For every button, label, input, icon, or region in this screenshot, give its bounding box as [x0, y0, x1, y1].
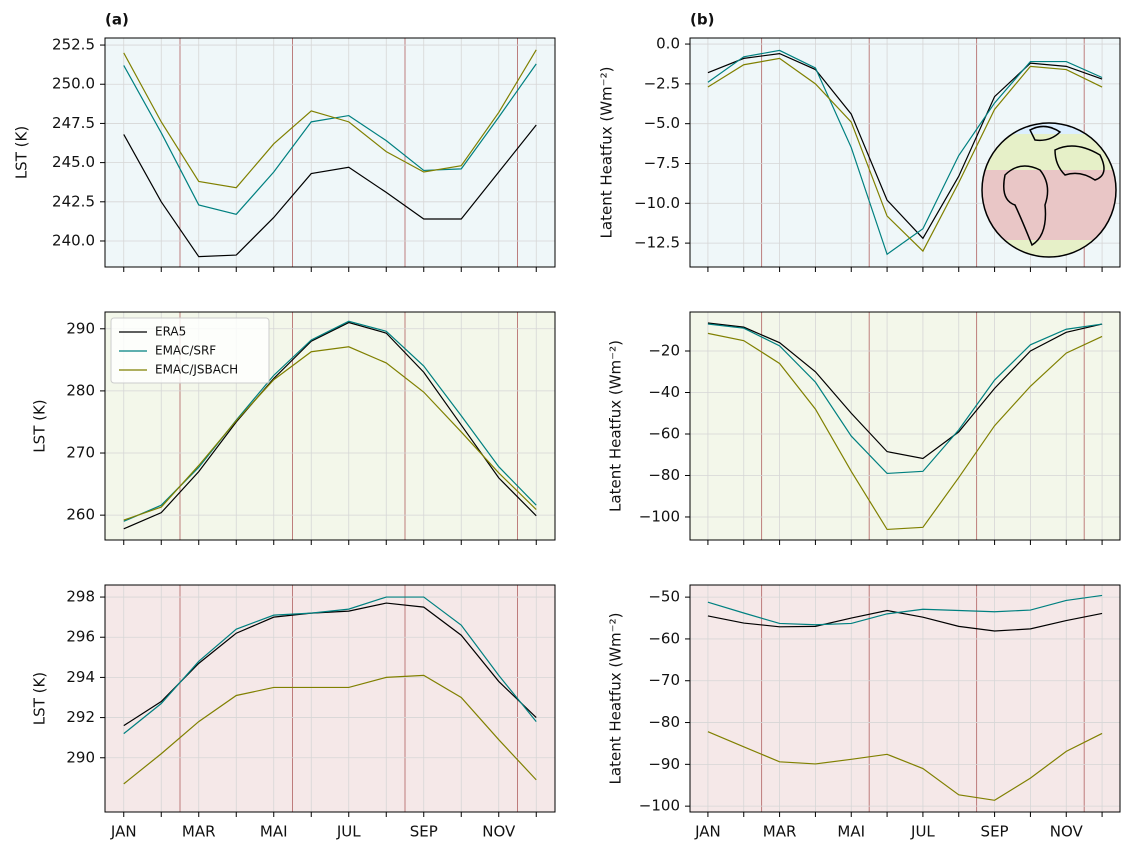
- y-tick-label: 296: [66, 628, 95, 646]
- y-tick-label: −80: [648, 713, 680, 731]
- plot-frame: [104, 311, 556, 541]
- series-line: [123, 63, 537, 216]
- series-line: [123, 124, 537, 258]
- y-axis-label: Latent Heatfux (Wm⁻²): [607, 340, 625, 512]
- series-line: [123, 321, 537, 530]
- y-tick-label: −2.5: [644, 74, 680, 92]
- x-tick-label: MAR: [182, 823, 216, 841]
- y-tick-label: −40: [648, 383, 680, 401]
- plot-frame: [689, 37, 1121, 268]
- panel: 240.0 242.5 245.0 247.5 250.0 252.5 (a) LST (K): [13, 11, 556, 272]
- y-tick-label: −7.5: [644, 154, 680, 172]
- y-tick-label: 292: [66, 708, 95, 726]
- plot-background: [690, 585, 1120, 812]
- y-tick-label: 270: [66, 444, 95, 462]
- y-axis-label: LST (K): [13, 126, 31, 179]
- panel-title: (a): [105, 11, 129, 29]
- plot-background: [105, 38, 555, 267]
- panel: −100 −80 −60 −40 −20 Latent Heatfux (Wm⁻²): [607, 311, 1121, 545]
- x-tick-label: JAN: [110, 823, 137, 841]
- globe-inset: [981, 122, 1117, 258]
- plot-frame: [689, 311, 1121, 541]
- plot-frame: [104, 584, 556, 813]
- panel: −100 −90 −80 −70 −60 −50 JAN MAR MAI JUL SEP NOV Lat…: [607, 584, 1121, 841]
- y-axis-label: LST (K): [31, 399, 49, 452]
- plot-background: [105, 585, 555, 812]
- series-line: [123, 346, 537, 521]
- y-tick-label: 294: [66, 668, 95, 686]
- series-line: [123, 674, 537, 785]
- series-line: [707, 52, 1103, 240]
- y-tick-label: −70: [648, 671, 680, 689]
- y-tick-label: −12.5: [634, 234, 680, 252]
- y-tick-label: 252.5: [52, 36, 95, 54]
- y-tick-label: 240.0: [52, 231, 95, 249]
- x-tick-label: NOV: [482, 823, 516, 841]
- legend-label: ERA5: [155, 325, 186, 339]
- y-tick-label: −90: [648, 755, 680, 773]
- y-tick-label: −50: [648, 588, 680, 606]
- series-line: [707, 609, 1103, 632]
- series-line: [707, 731, 1103, 801]
- x-tick-label: JUL: [910, 823, 935, 841]
- series-line: [707, 594, 1103, 626]
- plot-frame: [689, 584, 1121, 813]
- y-tick-label: 247.5: [52, 114, 95, 132]
- y-axis-label: LST (K): [31, 672, 49, 725]
- y-tick-label: 260: [66, 506, 95, 524]
- y-tick-label: −60: [648, 424, 680, 442]
- y-tick-label: 298: [66, 588, 95, 606]
- series-line: [123, 49, 537, 189]
- y-tick-label: −20: [648, 342, 680, 360]
- series-line: [123, 602, 537, 727]
- legend-label: EMAC/JSBACH: [155, 363, 238, 377]
- series-line: [123, 596, 537, 735]
- y-tick-label: 242.5: [52, 192, 95, 210]
- x-tick-label: JUL: [336, 823, 361, 841]
- x-tick-label: SEP: [410, 823, 438, 841]
- y-axis-label: Latent Heatfux (Wm⁻²): [607, 613, 625, 785]
- x-tick-label: MAI: [837, 823, 865, 841]
- series-line: [123, 320, 537, 522]
- legend-box: [110, 317, 270, 384]
- panel-title: (b): [690, 11, 714, 29]
- y-tick-label: 0.0: [656, 35, 680, 53]
- x-tick-label: MAI: [260, 823, 288, 841]
- plot-background: [690, 312, 1120, 540]
- series-line: [707, 332, 1103, 531]
- y-tick-label: 290: [66, 748, 95, 766]
- y-axis-label: Latent Heatfux (Wm⁻²): [598, 67, 616, 239]
- series-line: [707, 57, 1103, 253]
- plot-frame: [104, 37, 556, 268]
- legend: ERA5 EMAC/SRF EMAC/JSBACH: [110, 317, 270, 384]
- series-line: [707, 323, 1103, 475]
- panel: 260 270 280 290 LST (K) ERA5 EMAC/SRF EMAC/JSBA…: [31, 311, 556, 545]
- y-tick-label: 245.0: [52, 153, 95, 171]
- x-tick-label: JAN: [694, 823, 721, 841]
- y-tick-label: 280: [66, 381, 95, 399]
- x-tick-label: SEP: [981, 823, 1009, 841]
- y-tick-label: −100: [639, 797, 680, 815]
- y-tick-label: −80: [648, 466, 680, 484]
- y-tick-label: −60: [648, 629, 680, 647]
- series-line: [707, 49, 1103, 256]
- y-tick-label: 290: [66, 319, 95, 337]
- x-tick-label: NOV: [1050, 823, 1084, 841]
- panel: 290 292 294 296 298 JAN MAR MAI JUL SEP NOV LST (K): [31, 584, 556, 841]
- x-tick-label: MAR: [763, 823, 797, 841]
- y-tick-label: 250.0: [52, 75, 95, 93]
- y-tick-label: −100: [639, 507, 680, 525]
- y-tick-label: −10.0: [634, 194, 680, 212]
- series-line: [707, 322, 1103, 460]
- y-tick-label: −5.0: [644, 114, 680, 132]
- legend-label: EMAC/SRF: [155, 344, 216, 358]
